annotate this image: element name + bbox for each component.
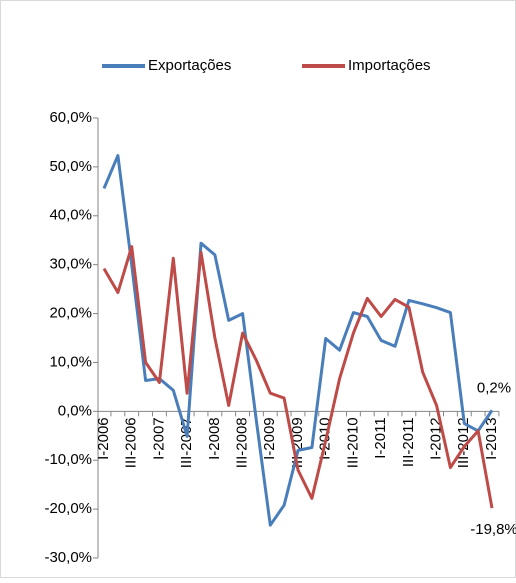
x-tick-label: I-2011	[372, 417, 389, 458]
x-tick-label: III-2007	[178, 417, 195, 468]
x-tick-label: I-2006	[95, 417, 112, 460]
series-line	[102, 245, 494, 509]
x-tick-label: III-2011	[400, 417, 417, 467]
x-tick-label: III-2010	[344, 417, 361, 468]
y-tick-label: 0,0%	[58, 402, 92, 419]
y-tick-label: 20,0%	[49, 305, 92, 322]
y-tick-label: 30,0%	[49, 256, 92, 273]
x-tick-label: I-2007	[150, 417, 167, 460]
data-label: -19,8%	[470, 521, 516, 538]
x-tick-label: III-2006	[123, 417, 140, 468]
x-tick-label: III-2009	[289, 417, 306, 468]
legend-label: Exportações	[148, 57, 231, 74]
x-tick-label: I-2008	[206, 417, 223, 460]
x-tick-label: I-2013	[483, 417, 500, 460]
y-tick-label: -10,0%	[44, 451, 92, 468]
series-line	[102, 154, 494, 527]
y-tick-label: 40,0%	[49, 207, 92, 224]
legend-label: Importações	[348, 57, 431, 74]
y-tick-label: -30,0%	[44, 549, 92, 566]
y-tick-label: 50,0%	[49, 158, 92, 175]
y-tick-label: 10,0%	[49, 353, 92, 370]
y-tick-label: -20,0%	[44, 500, 92, 517]
x-tick-label: I-2009	[261, 417, 278, 460]
x-tick-label: III-2008	[234, 417, 251, 468]
y-tick-label: 60,0%	[49, 109, 92, 126]
data-label: 0,2%	[477, 379, 511, 396]
